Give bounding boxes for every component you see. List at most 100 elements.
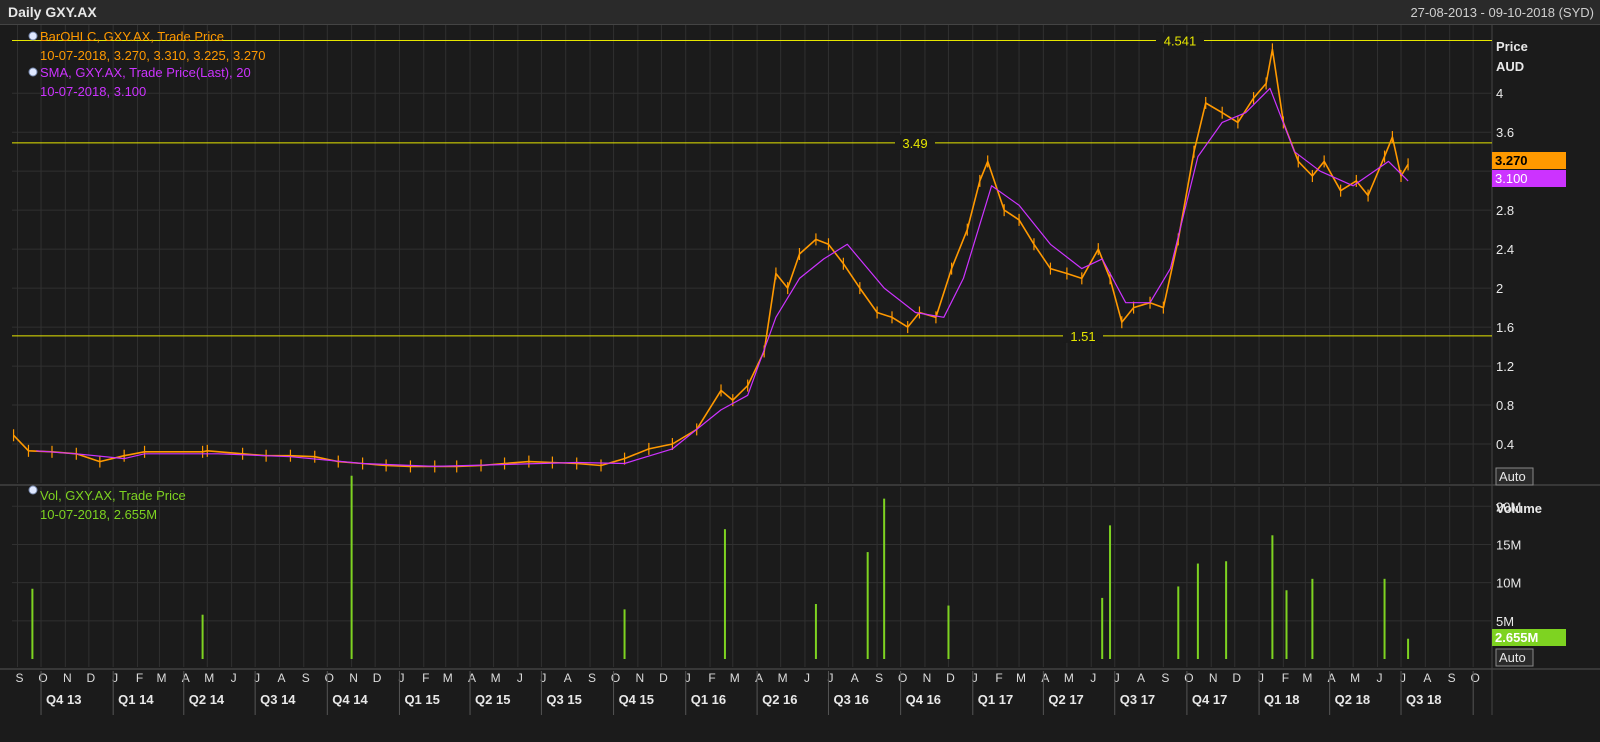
price-tick-label: 2.4 — [1496, 242, 1514, 257]
sma-legend-icon[interactable] — [28, 67, 38, 77]
chart-title: Daily GXY.AX — [8, 4, 97, 20]
month-tick-label: M — [1350, 671, 1360, 685]
volume-tick-label: 10M — [1496, 576, 1521, 591]
volume-bar — [814, 604, 817, 659]
quarter-tick-label: Q3 14 — [260, 692, 296, 707]
volume-grid — [12, 487, 1492, 667]
quarter-tick-label: Q1 14 — [118, 692, 154, 707]
reference-line-label: 4.541 — [1164, 33, 1197, 48]
volume-tick-label: 15M — [1496, 537, 1521, 552]
current-price-tag: 3.270 — [1495, 153, 1528, 168]
volume-bar — [1101, 597, 1104, 659]
month-tick-label: M — [1302, 671, 1312, 685]
reference-line-label-bg — [1063, 327, 1103, 343]
month-tick-label: S — [15, 671, 23, 685]
price-tick-label: 2 — [1496, 281, 1503, 296]
volume-auto-label: Auto — [1499, 650, 1526, 665]
volume-bar — [350, 475, 353, 659]
month-tick-label: M — [443, 671, 453, 685]
chart-canvas[interactable]: 4.541 3.49 1.51 0.4 0.8 1.2 1.6 2 2.4 2.8 3.6 4 5M… — [0, 25, 1600, 742]
quarter-tick-label: Q1 18 — [1264, 692, 1299, 707]
sma-legend-values: 10-07-2018, 3.100 — [40, 84, 146, 99]
month-tick-label: O — [1184, 671, 1193, 685]
month-tick-label: N — [923, 671, 932, 685]
month-tick-label: D — [659, 671, 668, 685]
quarter-tick-label: Q2 16 — [762, 692, 797, 707]
month-tick-label: J — [1114, 671, 1120, 685]
month-tick-label: F — [422, 671, 429, 685]
month-tick-label: O — [1471, 671, 1480, 685]
month-tick-label: M — [204, 671, 214, 685]
price-auto-label: Auto — [1499, 469, 1526, 484]
quarter-tick-label: Q4 14 — [332, 692, 368, 707]
month-tick-label: J — [231, 671, 237, 685]
volume-legend-icon[interactable] — [28, 485, 38, 495]
price-tick-label: 0.4 — [1496, 437, 1514, 452]
reference-line-label-bg — [1156, 32, 1204, 48]
volume-bars — [31, 475, 1410, 659]
reference-line-label: 3.49 — [902, 136, 927, 151]
month-tick-label: S — [588, 671, 596, 685]
month-tick-label: J — [1090, 671, 1096, 685]
price-tick-label: 4 — [1496, 86, 1503, 101]
quarter-tick-label: Q4 15 — [619, 692, 654, 707]
price-panel[interactable] — [12, 25, 1492, 483]
volume-axis: 5M 10M 15M 20M — [1496, 499, 1521, 629]
reference-line-label-bg — [895, 134, 935, 150]
price-legend: BarOHLC, GXY.AX, Trade Price 10-07-2018,… — [28, 29, 266, 99]
month-tick-label: J — [517, 671, 523, 685]
month-tick-label: A — [1423, 671, 1431, 685]
ohlc-legend-icon[interactable] — [28, 31, 38, 41]
month-tick-label: A — [564, 671, 572, 685]
month-tick-label: M — [1064, 671, 1074, 685]
price-axis-title: Price — [1496, 39, 1528, 54]
price-tick-label: 1.6 — [1496, 320, 1514, 335]
quarter-tick-label: Q3 17 — [1120, 692, 1155, 707]
month-tick-label: M — [778, 671, 788, 685]
quarter-tick-label: Q1 16 — [691, 692, 726, 707]
month-tick-label: M — [1016, 671, 1026, 685]
volume-bar — [1177, 586, 1180, 659]
volume-tick-label: 5M — [1496, 614, 1514, 629]
price-auto-button[interactable] — [1495, 467, 1534, 486]
month-tick-label: N — [349, 671, 358, 685]
month-tick-label: O — [38, 671, 47, 685]
month-tick-label: J — [827, 671, 833, 685]
volume-bar — [1271, 535, 1274, 659]
price-axis-unit: AUD — [1496, 59, 1524, 74]
volume-legend-values: 10-07-2018, 2.655M — [40, 507, 157, 522]
month-tick-label: J — [540, 671, 546, 685]
volume-bar — [1285, 590, 1288, 659]
month-tick-label: J — [398, 671, 404, 685]
ohlc-legend-label: BarOHLC, GXY.AX, Trade Price — [40, 29, 224, 44]
month-tick-label: A — [755, 671, 763, 685]
month-tick-label: N — [1209, 671, 1218, 685]
month-tick-label: A — [277, 671, 285, 685]
quarter-tick-label: Q3 18 — [1406, 692, 1441, 707]
volume-auto-button[interactable] — [1495, 648, 1534, 667]
volume-bar — [866, 552, 869, 659]
month-tick-label: F — [136, 671, 143, 685]
sma-line — [36, 87, 1409, 467]
date-range: 27-08-2013 - 09-10-2018 (SYD) — [1410, 5, 1594, 20]
volume-bar — [201, 614, 204, 659]
reference-line-label: 1.51 — [1070, 329, 1095, 344]
month-tick-label: A — [1328, 671, 1336, 685]
volume-panel[interactable] — [12, 487, 1492, 667]
current-sma-tag: 3.100 — [1495, 171, 1528, 186]
current-volume-tag: 2.655M — [1495, 630, 1538, 645]
current-sma-tag-bg — [1492, 170, 1566, 187]
price-tick-label: 2.8 — [1496, 203, 1514, 218]
volume-legend-label: Vol, GXY.AX, Trade Price — [40, 488, 186, 503]
volume-tick-label: 20M — [1496, 499, 1521, 514]
month-tick-label: F — [708, 671, 715, 685]
quarter-tick-label: Q4 16 — [906, 692, 941, 707]
ohlc-legend-values: 10-07-2018, 3.270, 3.310, 3.225, 3.270 — [40, 48, 266, 63]
quarter-tick-label: Q2 15 — [475, 692, 510, 707]
month-tick-label: A — [851, 671, 859, 685]
month-tick-label: S — [1448, 671, 1456, 685]
month-tick-label: J — [1400, 671, 1406, 685]
month-tick-label: A — [182, 671, 190, 685]
month-tick-label: A — [1041, 671, 1049, 685]
